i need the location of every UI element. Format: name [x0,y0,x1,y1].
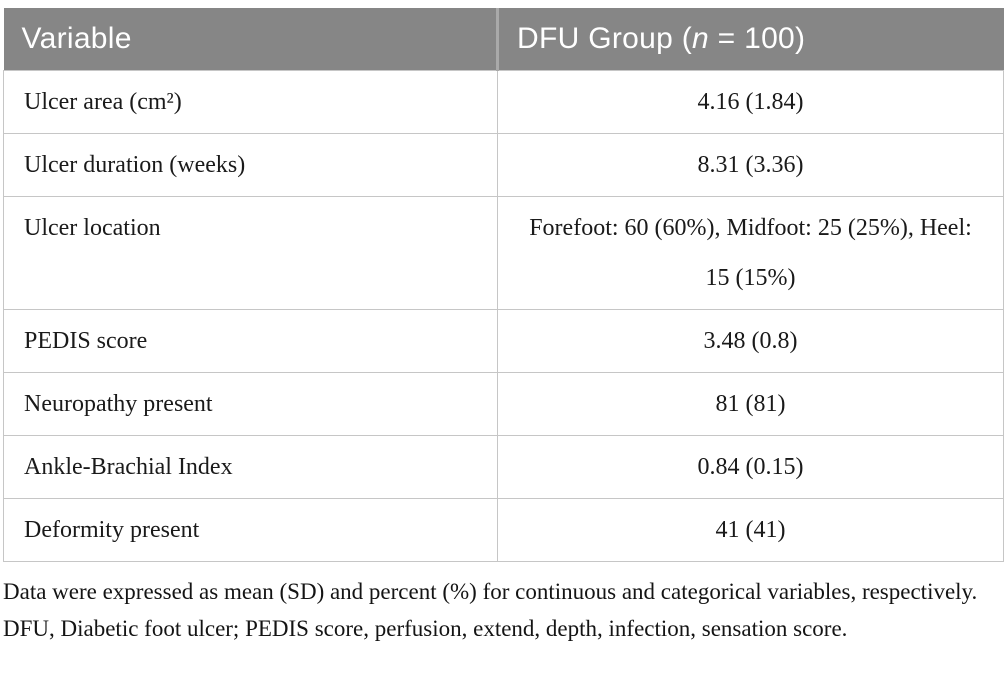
value-cell: Forefoot: 60 (60%), Midfoot: 25 (25%), H… [497,196,1004,310]
table-row-pedis-score: PEDIS score 3.48 (0.8) [3,309,1004,373]
variable-cell: PEDIS score [3,309,498,373]
table-figure: Variable DFU Group (n = 100) Ulcer area … [3,8,1004,641]
column-header-variable-label: Variable [21,22,132,55]
dfu-characteristics-table: Variable DFU Group (n = 100) Ulcer area … [3,8,1004,562]
table-row-deformity: Deformity present 41 (41) [3,498,1004,562]
value-cell: 41 (41) [497,498,1004,562]
table-row-ulcer-location: Ulcer location Forefoot: 60 (60%), Midfo… [3,196,1004,310]
column-header-dfu-group: DFU Group (n = 100) [497,8,1004,71]
variable-cell: Deformity present [3,498,498,562]
variable-cell: Neuropathy present [3,372,498,436]
value-cell: 81 (81) [497,372,1004,436]
variable-cell: Ankle-Brachial Index [3,435,498,499]
table-footnote: Data were expressed as mean (SD) and per… [3,579,978,641]
variable-cell: Ulcer duration (weeks) [3,133,498,197]
table-row-ankle-brachial-index: Ankle-Brachial Index 0.84 (0.15) [3,435,1004,499]
table-row-ulcer-duration: Ulcer duration (weeks) 8.31 (3.36) [3,133,1004,197]
dfu-group-label-prefix: DFU Group ( [517,22,692,55]
header-row: Variable DFU Group (n = 100) [3,8,1004,71]
table-row-neuropathy: Neuropathy present 81 (81) [3,372,1004,436]
value-cell: 0.84 (0.15) [497,435,1004,499]
value-cell: 4.16 (1.84) [497,70,1004,134]
column-header-variable: Variable [3,8,499,71]
dfu-group-label-suffix: = 100) [709,22,806,55]
dfu-group-label-n-italic: n [692,22,709,55]
value-cell: 3.48 (0.8) [497,309,1004,373]
variable-cell: Ulcer area (cm²) [3,70,498,134]
table-row-ulcer-area: Ulcer area (cm²) 4.16 (1.84) [3,70,1004,134]
variable-cell: Ulcer location [3,196,498,310]
value-cell: 8.31 (3.36) [497,133,1004,197]
